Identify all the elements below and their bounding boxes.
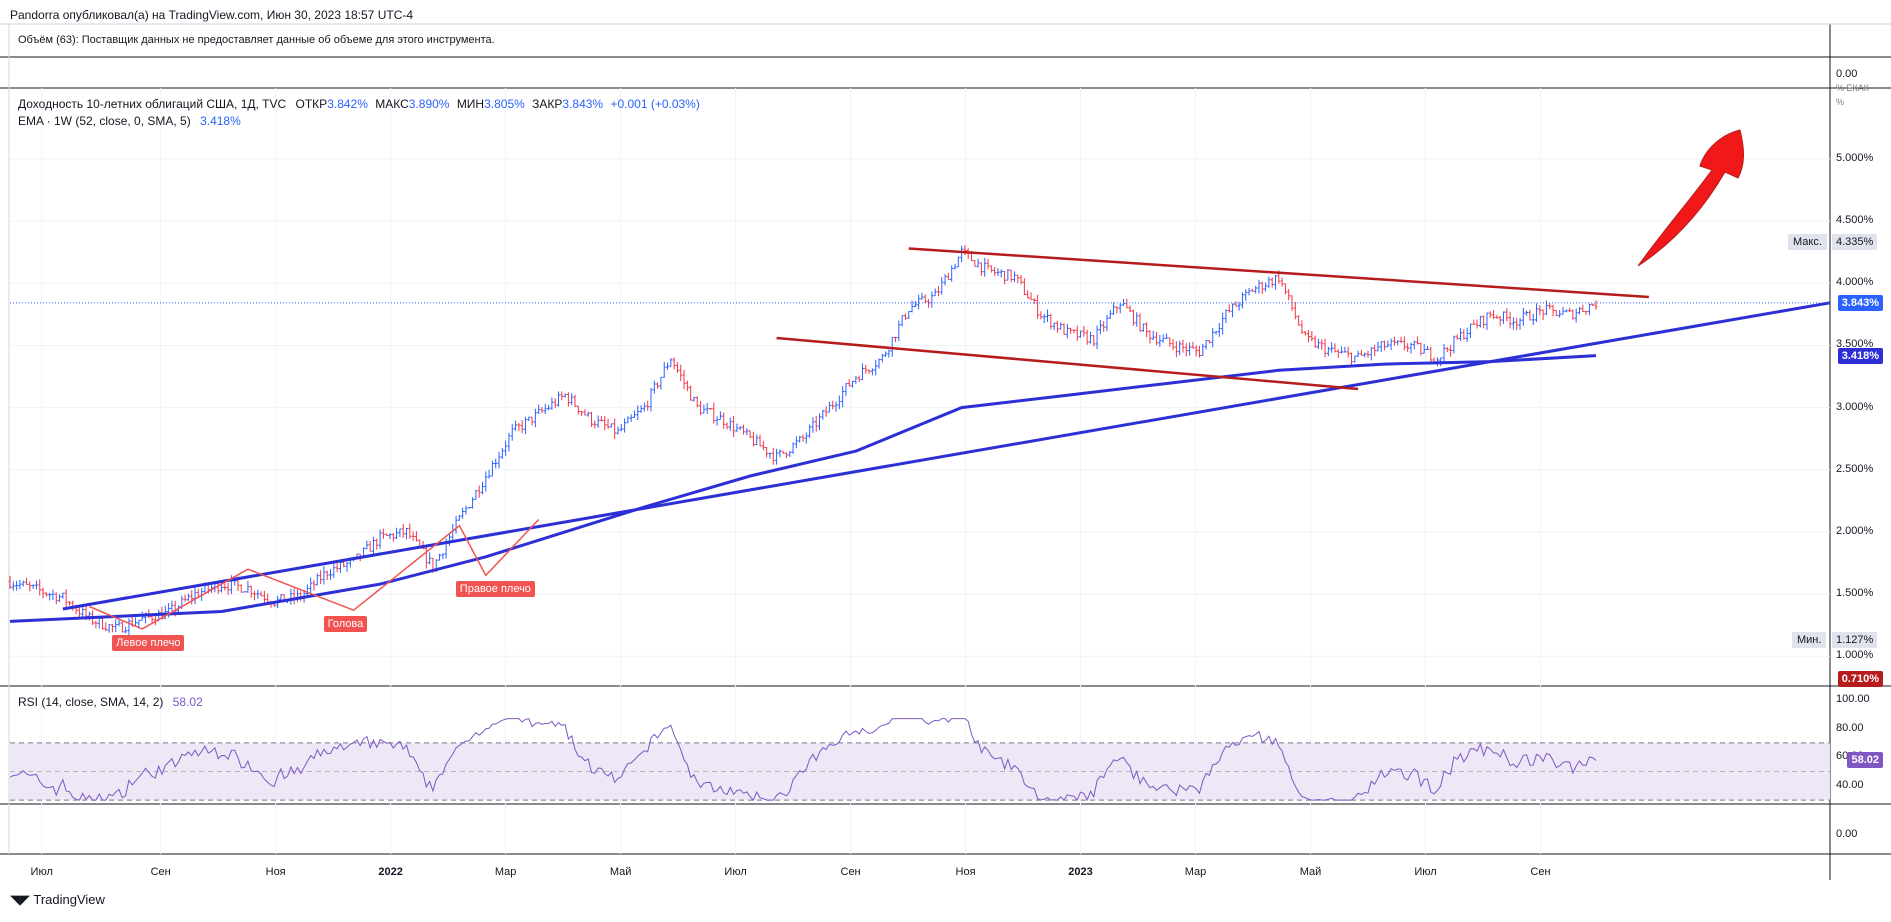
pattern-label: Правое плечо: [455, 581, 535, 598]
price-tick-label: 3.500%: [1836, 338, 1874, 351]
rsi-line: [9, 718, 1597, 802]
rsi-legend: RSI (14, close, SMA, 14, 2) 58.02: [18, 695, 203, 709]
legend-open-label: ОТКР: [295, 97, 328, 111]
time-tick-label: Июл: [30, 866, 53, 878]
legend-change: +0.001 (+0.03%): [610, 97, 700, 111]
price-tick-label: 1.500%: [1836, 587, 1874, 600]
axis-header: % ЕКАК: [1836, 83, 1869, 93]
axis-unit: %: [1836, 97, 1845, 107]
publisher-header: Pandorra опубликовал(а) на TradingView.c…: [10, 8, 414, 22]
time-tick-label: 2022: [378, 866, 403, 878]
time-tick-label: Ноя: [265, 866, 286, 878]
tradingview-logo[interactable]: ◥◤ TradingView: [10, 892, 105, 908]
time-tick-label: Июл: [724, 866, 747, 878]
min-value: 1.127%: [1832, 632, 1878, 648]
ema-price-tag: 3.418%: [1837, 347, 1883, 364]
volume-note: Объём (63): Поставщик данных не предоста…: [18, 34, 495, 46]
time-tick-label: Сен: [1530, 866, 1551, 878]
main-legend: Доходность 10-летних облигаций США, 1Д, …: [18, 97, 700, 111]
tradingview-logo-icon: ◥◤: [10, 892, 30, 907]
rsi-value: 58.02: [172, 695, 203, 709]
time-tick-label: Мар: [494, 866, 517, 878]
time-tick-label: Мар: [1184, 866, 1207, 878]
price-tick-label: 1.000%: [1836, 649, 1874, 662]
channel-lower: [776, 336, 1359, 391]
legend-open-value: 3.842%: [327, 97, 368, 111]
trendline-blue: [62, 301, 1831, 611]
ema-label: EMA · 1W (52, close, 0, SMA, 5): [18, 114, 191, 128]
volume-axis-value: 0.00: [1836, 68, 1858, 80]
price-tick-label: 4.000%: [1836, 276, 1874, 289]
channel-upper: [908, 247, 1649, 299]
pattern-label: Левое плечо: [112, 634, 185, 651]
red-arrow-annotation: [1637, 129, 1744, 267]
head-shoulders-pattern: [89, 518, 540, 630]
time-tick-label: Сен: [150, 866, 171, 878]
price-tick-label: 2.500%: [1836, 462, 1874, 475]
brand-name: TradingView: [33, 892, 105, 907]
time-tick-label: 2023: [1068, 866, 1093, 878]
time-tick-label: Сен: [840, 866, 861, 878]
min-label: Мин.: [1792, 632, 1827, 648]
rsi-tick-label: 80.00: [1836, 721, 1864, 734]
legend-close-label: ЗАКР: [532, 97, 563, 111]
bottom-price-tag: 0.710%: [1837, 671, 1883, 687]
current-price-tag: 3.843%: [1837, 294, 1883, 311]
legend-close-value: 3.843%: [562, 97, 604, 111]
ema-line: [9, 354, 1597, 623]
pattern-label: Голова: [323, 616, 368, 633]
max-label: Макс.: [1788, 233, 1827, 250]
volume2-tick-label: 0.00: [1836, 828, 1858, 840]
ema-legend: EMA · 1W (52, close, 0, SMA, 5) 3.418%: [18, 114, 241, 128]
max-value: 4.335%: [1832, 233, 1878, 250]
rsi-current-tag: 58.02: [1847, 752, 1883, 769]
rsi-label: RSI (14, close, SMA, 14, 2): [18, 695, 164, 709]
legend-symbol: Доходность 10-летних облигаций США, 1Д, …: [18, 97, 287, 111]
price-tick-label: 3.000%: [1836, 400, 1874, 413]
ema-value: 3.418%: [200, 114, 241, 128]
price-tick-label: 2.000%: [1836, 524, 1874, 537]
rsi-tick-label: 100.00: [1836, 693, 1870, 705]
price-tick-label: 4.500%: [1836, 214, 1874, 227]
time-tick-label: Май: [1299, 866, 1322, 878]
legend-low-label: МИН: [456, 97, 485, 111]
price-tick-label: 5.000%: [1836, 152, 1874, 164]
rsi-tick-label: 40.00: [1836, 778, 1864, 791]
legend-low-value: 3.805%: [484, 97, 525, 111]
legend-high-label: МАКС: [375, 97, 409, 111]
time-tick-label: Июл: [1414, 866, 1437, 878]
time-tick-label: Май: [609, 866, 632, 878]
time-tick-label: Ноя: [955, 866, 976, 878]
legend-high-value: 3.890%: [408, 97, 450, 111]
